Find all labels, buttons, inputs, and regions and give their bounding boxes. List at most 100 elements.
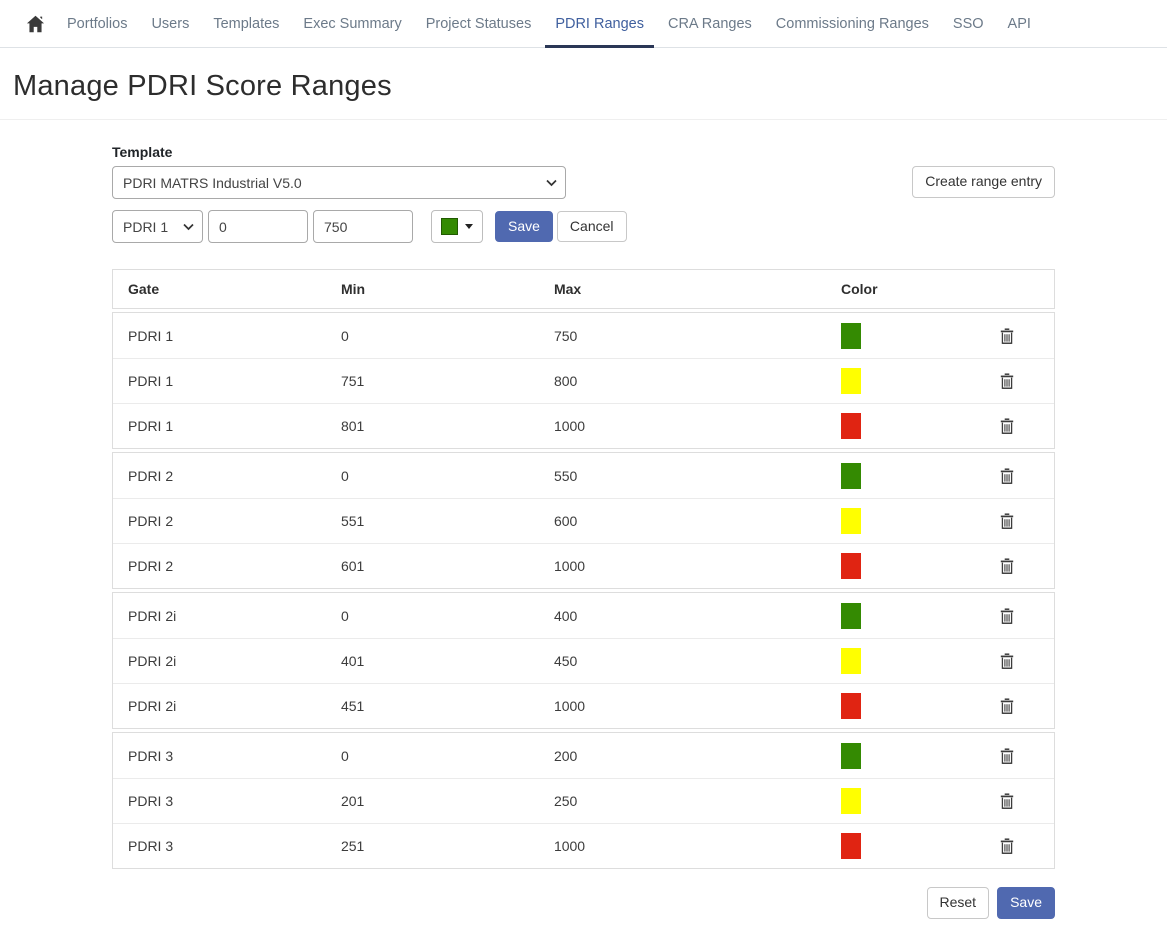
range-group: PDRI 1 0 750 (112, 312, 1055, 449)
range-group: PDRI 2 0 550 (112, 452, 1055, 589)
cell-gate: PDRI 1 (128, 327, 174, 344)
cell-color (840, 648, 971, 674)
cell-min: 0 (340, 747, 349, 764)
delete-row-button[interactable] (993, 412, 1021, 440)
entry-save-button[interactable]: Save (495, 210, 553, 243)
cell-min: 0 (340, 467, 349, 484)
cell-max: 1000 (553, 558, 586, 574)
delete-row-button[interactable] (993, 367, 1021, 395)
range-group: PDRI 3 0 200 (112, 732, 1055, 869)
delete-row-button[interactable] (993, 787, 1021, 815)
trash-icon (1000, 747, 1014, 764)
save-button[interactable]: Save (997, 887, 1055, 919)
cell-min: 0 (340, 327, 349, 344)
cell-max: 1000 (553, 698, 586, 714)
color-picker-dropdown[interactable] (431, 210, 483, 243)
table-row: PDRI 1 801 1000 (113, 403, 1054, 448)
cell-gate: PDRI 2 (128, 558, 174, 574)
reset-button[interactable]: Reset (926, 887, 990, 919)
entry-cancel-button[interactable]: Cancel (556, 210, 627, 243)
delete-row-button[interactable] (993, 742, 1021, 770)
header-max: Max (553, 281, 582, 297)
home-button[interactable] (16, 0, 55, 47)
cell-min: 401 (340, 653, 365, 669)
gate-select[interactable]: PDRI 1 (112, 210, 203, 243)
create-range-entry-button[interactable]: Create range entry (912, 166, 1055, 198)
cell-gate: PDRI 2i (128, 698, 177, 714)
home-icon (26, 15, 45, 33)
cell-color (840, 553, 971, 579)
table-row: PDRI 2i 451 1000 (113, 683, 1054, 728)
table-row: PDRI 2 601 1000 (113, 543, 1054, 588)
cell-gate: PDRI 2i (128, 607, 177, 624)
trash-icon (1000, 327, 1014, 344)
cell-max: 1000 (553, 838, 586, 854)
range-group: PDRI 2i 0 400 (112, 592, 1055, 729)
cell-max: 800 (553, 373, 578, 389)
color-swatch (840, 462, 861, 489)
cell-min: 451 (340, 698, 365, 714)
min-input[interactable] (208, 210, 308, 243)
trash-icon (1000, 653, 1014, 669)
cell-min: 751 (340, 373, 365, 389)
nav-item-sso[interactable]: SSO (952, 15, 984, 32)
nav-item-exec-summary[interactable]: Exec Summary (303, 15, 402, 32)
trash-icon (1000, 607, 1014, 624)
header-color: Color (840, 281, 878, 297)
cell-gate: PDRI 3 (128, 747, 174, 764)
delete-row-button[interactable] (993, 602, 1021, 630)
color-swatch (840, 413, 861, 439)
trash-icon (1000, 838, 1014, 854)
delete-row-button[interactable] (993, 647, 1021, 675)
cell-gate: PDRI 1 (128, 418, 174, 434)
nav-item-api[interactable]: API (1007, 15, 1031, 32)
nav-item-templates[interactable]: Templates (213, 15, 280, 32)
color-swatch (840, 508, 861, 534)
cell-gate: PDRI 1 (128, 373, 174, 389)
header-gate: Gate (128, 281, 160, 297)
cell-gate: PDRI 2 (128, 513, 174, 529)
nav-item-portfolios[interactable]: Portfolios (67, 15, 128, 32)
color-swatch (840, 322, 861, 349)
cell-color (840, 693, 971, 719)
color-swatch (840, 693, 861, 719)
nav-item-pdri-ranges[interactable]: PDRI Ranges (543, 0, 656, 48)
max-input[interactable] (313, 210, 413, 243)
trash-icon (1000, 513, 1014, 529)
cell-max: 750 (553, 327, 578, 344)
nav-item-users[interactable]: Users (151, 15, 190, 32)
ranges-table: Gate Min Max Color PDRI 1 0 750 (112, 269, 1055, 869)
nav-item-commissioning-ranges[interactable]: Commissioning Ranges (775, 15, 929, 32)
cell-gate: PDRI 2i (128, 653, 177, 669)
cell-min: 0 (340, 607, 349, 624)
table-row: PDRI 3 251 1000 (113, 823, 1054, 868)
new-entry-row: PDRI 1 Save Cancel (112, 210, 1055, 243)
template-select[interactable]: PDRI MATRS Industrial V5.0 (112, 166, 566, 199)
template-label: Template (112, 144, 173, 160)
cell-max: 250 (553, 793, 578, 809)
caret-down-icon (465, 224, 473, 229)
table-row: PDRI 1 751 800 (113, 358, 1054, 403)
cell-color (840, 413, 971, 439)
cell-color (840, 602, 971, 629)
table-row: PDRI 2i 401 450 (113, 638, 1054, 683)
table-row: PDRI 2 551 600 (113, 498, 1054, 543)
cell-min: 551 (340, 513, 365, 529)
cell-gate: PDRI 3 (128, 793, 174, 809)
delete-row-button[interactable] (993, 462, 1021, 490)
table-row: PDRI 2i 0 400 (113, 593, 1054, 638)
selected-color-swatch (441, 218, 458, 235)
delete-row-button[interactable] (993, 322, 1021, 350)
cell-color (840, 322, 971, 349)
page-header: Manage PDRI Score Ranges (0, 48, 1167, 120)
nav-item-project-statuses[interactable]: Project Statuses (425, 15, 532, 32)
delete-row-button[interactable] (993, 692, 1021, 720)
delete-row-button[interactable] (993, 552, 1021, 580)
nav-item-cra-ranges[interactable]: CRA Ranges (667, 15, 752, 32)
cell-min: 601 (340, 558, 365, 574)
table-row: PDRI 3 0 200 (113, 733, 1054, 778)
delete-row-button[interactable] (993, 507, 1021, 535)
delete-row-button[interactable] (993, 832, 1021, 860)
color-swatch (840, 602, 861, 629)
header-min: Min (340, 281, 366, 297)
